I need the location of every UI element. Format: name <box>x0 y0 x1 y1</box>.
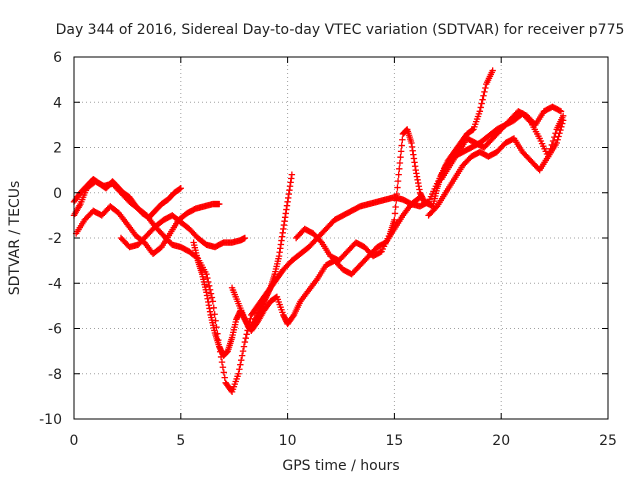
data-point <box>547 145 554 152</box>
data-point <box>397 148 405 155</box>
data-point <box>208 294 216 301</box>
data-point <box>395 171 402 178</box>
data-point <box>238 352 246 359</box>
data-point <box>242 334 249 342</box>
x-axis-label: GPS time / hours <box>282 458 399 474</box>
data-point <box>546 149 553 156</box>
y-tick-label: -4 <box>48 276 62 292</box>
data-point <box>216 200 223 208</box>
data-point <box>239 347 247 355</box>
data-point <box>394 177 402 185</box>
data-point <box>396 159 404 167</box>
data-point <box>480 92 487 99</box>
data-point <box>482 84 489 92</box>
data-point <box>557 108 565 115</box>
data-point <box>432 204 440 211</box>
y-tick-label: 0 <box>53 186 62 202</box>
data-point <box>481 88 488 96</box>
y-tick-label: -6 <box>48 322 62 338</box>
x-tick-label: 25 <box>599 433 617 449</box>
data-point <box>399 136 406 143</box>
data-point <box>317 238 324 245</box>
data-point <box>393 197 400 204</box>
data-point <box>478 100 485 107</box>
data-point <box>544 153 552 160</box>
data-point <box>397 153 404 161</box>
data-point <box>477 104 484 111</box>
data-point <box>392 203 399 211</box>
data-point <box>396 165 403 173</box>
axis-ticks: 0 5 10 15 20 25 -10 -8 -6 -4 -2 0 2 4 6 <box>39 50 617 449</box>
data-point <box>219 364 227 371</box>
x-tick-label: 5 <box>176 433 185 449</box>
x-tick-label: 0 <box>70 433 79 449</box>
data-point <box>220 369 228 376</box>
x-tick-label: 15 <box>385 433 403 449</box>
data-point <box>476 108 484 115</box>
data-point <box>489 67 496 74</box>
data-point <box>289 313 297 320</box>
data-point <box>236 366 243 373</box>
data-point <box>479 96 486 103</box>
y-tick-label: 6 <box>53 50 62 66</box>
data-point <box>237 361 244 368</box>
data-point <box>204 274 211 282</box>
data-point <box>238 356 245 364</box>
data-point <box>243 331 250 338</box>
data-point <box>393 190 401 198</box>
data-point <box>394 184 401 191</box>
data-point <box>235 370 242 377</box>
data-point <box>241 234 249 242</box>
y-tick-label: -10 <box>39 412 62 428</box>
y-tick-label: -2 <box>48 231 62 247</box>
data-point <box>240 343 248 350</box>
data-point <box>207 290 215 297</box>
chart-title: Day 344 of 2016, Sidereal Day-to-day VTE… <box>56 22 625 38</box>
data-point <box>559 112 567 120</box>
data-point <box>551 133 558 141</box>
x-tick-label: 10 <box>279 433 297 449</box>
data-point <box>549 137 557 145</box>
data-point <box>553 139 560 147</box>
data-point <box>391 216 398 224</box>
y-axis-label: SDTVAR / TECUs <box>7 181 23 296</box>
data-point <box>552 130 559 137</box>
data-point <box>247 315 254 323</box>
data-point <box>177 185 184 192</box>
data-point <box>288 171 296 178</box>
y-tick-label: 2 <box>53 141 62 157</box>
data-point <box>241 338 249 346</box>
data-point <box>554 136 561 143</box>
data-point <box>391 210 399 217</box>
data-point <box>221 374 228 381</box>
y-tick-label: 4 <box>53 95 62 111</box>
y-tick-label: -8 <box>48 367 62 383</box>
x-tick-label: 20 <box>492 433 510 449</box>
grid <box>74 57 608 419</box>
data-marks <box>70 67 567 396</box>
data-point <box>218 358 226 366</box>
data-point <box>548 141 556 149</box>
data-point <box>205 282 213 290</box>
data-point <box>398 142 405 149</box>
